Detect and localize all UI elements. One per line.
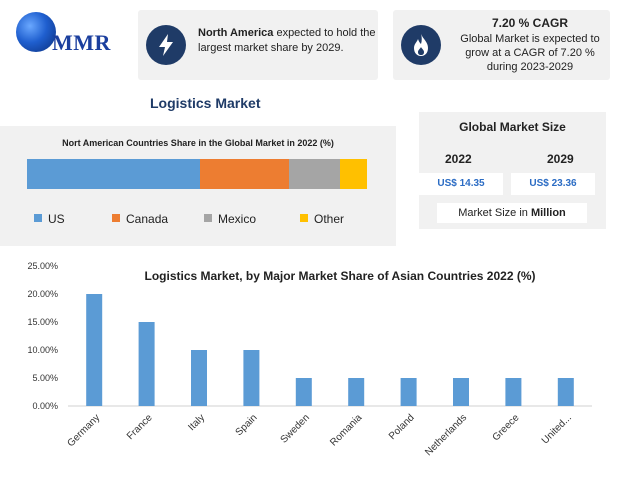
lightning-icon (146, 25, 186, 65)
legend-item-canada: Canada (112, 212, 168, 226)
y-tick-label: 5.00% (32, 373, 58, 383)
x-tick-label: Germany (65, 412, 102, 449)
legend-item-us: US (34, 212, 65, 226)
x-tick-label: Greece (491, 412, 522, 443)
unit-prefix: Market Size in (458, 207, 531, 219)
legend-item-other: Other (300, 212, 344, 226)
y-tick-label: 10.00% (27, 345, 58, 355)
x-tick-label: France (125, 412, 155, 442)
bar-italy (191, 350, 207, 406)
logo-text: MMR (52, 30, 111, 55)
bar-germany (86, 294, 103, 406)
na-legend: US Canada Mexico Other (34, 212, 374, 226)
legend-label: Canada (126, 212, 169, 226)
bar-sweden (295, 378, 312, 406)
x-tick-label: Spain (234, 412, 260, 438)
y-tick-label: 25.00% (27, 261, 58, 271)
bar-romania (348, 378, 365, 406)
bar-chart-title: Logistics Market, by Major Market Share … (145, 269, 536, 283)
legend-label: US (48, 212, 65, 226)
flame-icon (401, 25, 441, 65)
x-tick-label: Romania (328, 412, 364, 448)
asian-countries-bar-chart: Logistics Market, by Major Market Share … (27, 261, 592, 458)
north-america-rest: expected to hold the largest market shar… (198, 27, 376, 54)
x-tick-label: Poland (387, 412, 417, 442)
x-tick-label: Italy (186, 412, 207, 433)
x-tick-label: Netherlands (423, 412, 469, 458)
na-segment-us (27, 159, 201, 189)
y-tick-label: 15.00% (27, 317, 58, 327)
na-chart-title: Nort American Countries Share in the Glo… (62, 138, 334, 148)
legend-item-mexico: Mexico (204, 212, 256, 226)
legend-swatch (204, 214, 212, 222)
na-segment-canada (200, 159, 289, 189)
cagr-text: Global Market is expected to grow at a C… (460, 33, 600, 73)
global-market-size-panel: Global Market Size 2022 2029 US$ 14.35 U… (419, 112, 606, 229)
year-2022-label: 2022 (445, 152, 472, 166)
x-tick-label: United... (540, 412, 574, 446)
value-2029: US$ 23.36 (511, 173, 595, 195)
north-america-bold: North America (198, 27, 274, 39)
market-size-title: Global Market Size (459, 120, 566, 134)
na-segment-other (339, 159, 367, 189)
cagr-title: 7.20 % CAGR (491, 16, 569, 30)
bar-spain (243, 350, 260, 406)
legend-swatch (300, 214, 308, 222)
year-2029-label: 2029 (547, 152, 574, 166)
bar-france (138, 322, 155, 406)
legend-label: Other (314, 212, 345, 226)
legend-swatch (112, 214, 120, 222)
bar-poland (400, 378, 417, 406)
na-segment-mexico (288, 159, 340, 189)
north-america-text: North America expected to hold the large… (198, 26, 376, 56)
y-tick-label: 0.00% (32, 401, 58, 411)
legend-swatch (34, 214, 42, 222)
cagr-info-box: 7.20 % CAGR Global Market is expected to… (393, 10, 610, 80)
unit-bold: Million (530, 207, 566, 219)
y-tick-label: 20.00% (27, 289, 58, 299)
market-size-unit: Market Size in Million (437, 203, 587, 223)
legend-label: Mexico (218, 212, 257, 226)
north-america-share-chart: Nort American Countries Share in the Glo… (0, 126, 396, 246)
bar-united (557, 378, 574, 406)
globe-icon (16, 12, 56, 52)
value-2022: US$ 14.35 (419, 173, 503, 195)
na-stacked-bar (27, 159, 367, 189)
north-america-info-box: North America expected to hold the large… (138, 10, 378, 80)
mmr-logo: MMR (14, 10, 132, 58)
x-tick-label: Sweden (279, 412, 312, 445)
bar-greece (505, 378, 522, 406)
page-title: Logistics Market (150, 95, 261, 111)
bar-netherlands (453, 378, 469, 406)
